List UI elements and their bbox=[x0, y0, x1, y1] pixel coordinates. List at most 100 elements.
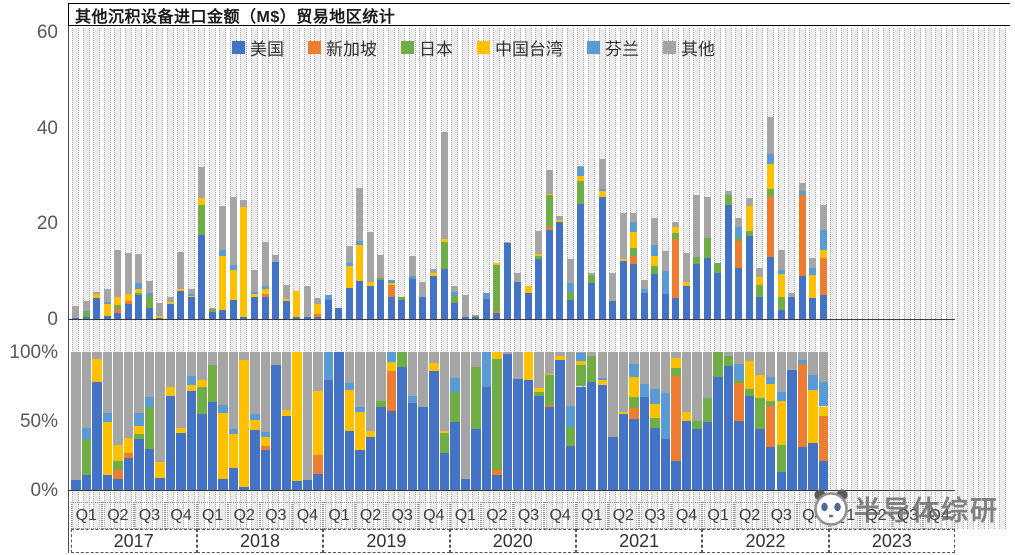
legend-label: 芬兰 bbox=[605, 40, 639, 59]
bar-segment bbox=[313, 454, 323, 474]
bar-segment bbox=[744, 361, 755, 390]
x-axis-quarter-label: Q4 bbox=[165, 502, 197, 529]
bar-segment bbox=[124, 253, 132, 295]
gridline-band bbox=[282, 28, 290, 529]
gridline-band bbox=[208, 28, 216, 529]
bar-segment bbox=[251, 291, 258, 295]
bar-segment bbox=[818, 416, 829, 461]
bar-segment bbox=[714, 273, 722, 319]
bar-segment bbox=[407, 396, 418, 403]
bar-segment bbox=[397, 367, 407, 490]
bar-segment bbox=[597, 377, 607, 380]
bar-segment bbox=[524, 286, 532, 293]
bar-segment bbox=[386, 410, 397, 490]
bar-segment bbox=[598, 188, 606, 192]
bar-segment bbox=[788, 293, 796, 297]
bar-segment bbox=[377, 277, 385, 281]
bar-segment bbox=[544, 373, 555, 376]
gridline-band bbox=[166, 28, 174, 529]
bar-segment bbox=[92, 359, 102, 382]
bar-segment bbox=[766, 154, 774, 165]
legend-swatch-icon bbox=[308, 41, 321, 54]
gridline-band bbox=[72, 28, 79, 529]
bar-segment bbox=[492, 474, 502, 490]
bar-segment bbox=[450, 422, 460, 490]
bar-segment bbox=[523, 352, 534, 380]
bar-segment bbox=[565, 427, 576, 446]
bar-segment bbox=[407, 402, 418, 490]
gridline-band bbox=[967, 28, 975, 529]
bar-segment bbox=[187, 294, 195, 297]
bar-segment bbox=[272, 255, 280, 262]
bar-segment bbox=[156, 315, 164, 318]
gridline-band bbox=[398, 28, 406, 529]
legend-item-5: 其他 bbox=[663, 35, 715, 60]
legend-label: 新加坡 bbox=[326, 40, 377, 59]
bar-segment bbox=[345, 246, 353, 263]
bar-segment bbox=[493, 310, 501, 313]
bar-segment bbox=[156, 302, 164, 316]
bar-segment bbox=[461, 317, 469, 319]
bar-segment bbox=[735, 240, 743, 269]
bar-segment bbox=[671, 460, 681, 490]
bar-segment bbox=[440, 132, 448, 240]
bar-segment bbox=[460, 478, 471, 490]
bar-segment bbox=[788, 296, 796, 319]
bar-segment bbox=[523, 380, 534, 490]
bar-segment bbox=[598, 158, 606, 189]
bar-segment bbox=[324, 295, 332, 300]
bar-segment bbox=[228, 352, 239, 429]
x-axis-quarter-label: Q4 bbox=[923, 502, 955, 529]
bar-segment bbox=[503, 241, 511, 243]
bar-segment bbox=[797, 352, 808, 361]
bar-segment bbox=[756, 276, 764, 286]
bar-segment bbox=[335, 307, 343, 319]
bar-segment bbox=[365, 436, 376, 490]
bar-segment bbox=[587, 274, 595, 284]
bar-segment bbox=[535, 259, 543, 319]
bar-segment bbox=[281, 352, 292, 411]
bar-segment bbox=[692, 352, 702, 421]
bar-segment bbox=[672, 298, 680, 319]
bar-segment bbox=[113, 478, 123, 490]
legend-item-4: 芬兰 bbox=[587, 35, 639, 60]
bar-segment bbox=[639, 383, 650, 398]
bar-segment bbox=[777, 296, 785, 310]
bar-segment bbox=[618, 352, 629, 412]
bar-segment bbox=[219, 256, 227, 310]
bar-segment bbox=[344, 352, 355, 383]
x-axis-quarter-label: Q2 bbox=[733, 502, 766, 529]
bar-segment bbox=[681, 412, 692, 421]
gridline-band bbox=[903, 28, 911, 529]
legend-swatch-icon bbox=[587, 41, 600, 54]
bar-segment bbox=[671, 375, 681, 461]
bar-segment bbox=[187, 296, 195, 298]
top-chart-x-axis-line bbox=[68, 318, 955, 320]
bar-segment bbox=[81, 475, 92, 490]
bar-segment bbox=[419, 281, 427, 297]
bar-segment bbox=[503, 242, 511, 319]
bar-segment bbox=[250, 429, 260, 490]
bar-segment bbox=[724, 204, 732, 319]
bar-segment bbox=[282, 285, 290, 300]
bar-segment bbox=[798, 190, 806, 195]
bar-segment bbox=[450, 392, 460, 422]
bar-segment bbox=[72, 306, 79, 319]
gridline-band bbox=[945, 28, 953, 529]
x-axis-quarter-label: Q3 bbox=[639, 502, 671, 529]
bar-segment bbox=[682, 281, 690, 286]
bar-segment bbox=[481, 387, 492, 490]
bar-segment bbox=[597, 384, 607, 490]
bar-segment bbox=[135, 282, 143, 289]
bar-segment bbox=[408, 256, 416, 277]
x-axis-quarter-label: Q2 bbox=[860, 502, 892, 529]
bar-segment bbox=[145, 296, 153, 308]
legend-item-1: 新加坡 bbox=[308, 35, 377, 60]
bar-segment bbox=[207, 352, 218, 365]
bar-segment bbox=[272, 261, 280, 319]
bar-segment bbox=[92, 352, 102, 360]
bar-segment bbox=[144, 352, 155, 397]
bar-segment bbox=[187, 297, 195, 319]
bar-segment bbox=[113, 352, 123, 445]
bar-segment bbox=[313, 473, 323, 490]
